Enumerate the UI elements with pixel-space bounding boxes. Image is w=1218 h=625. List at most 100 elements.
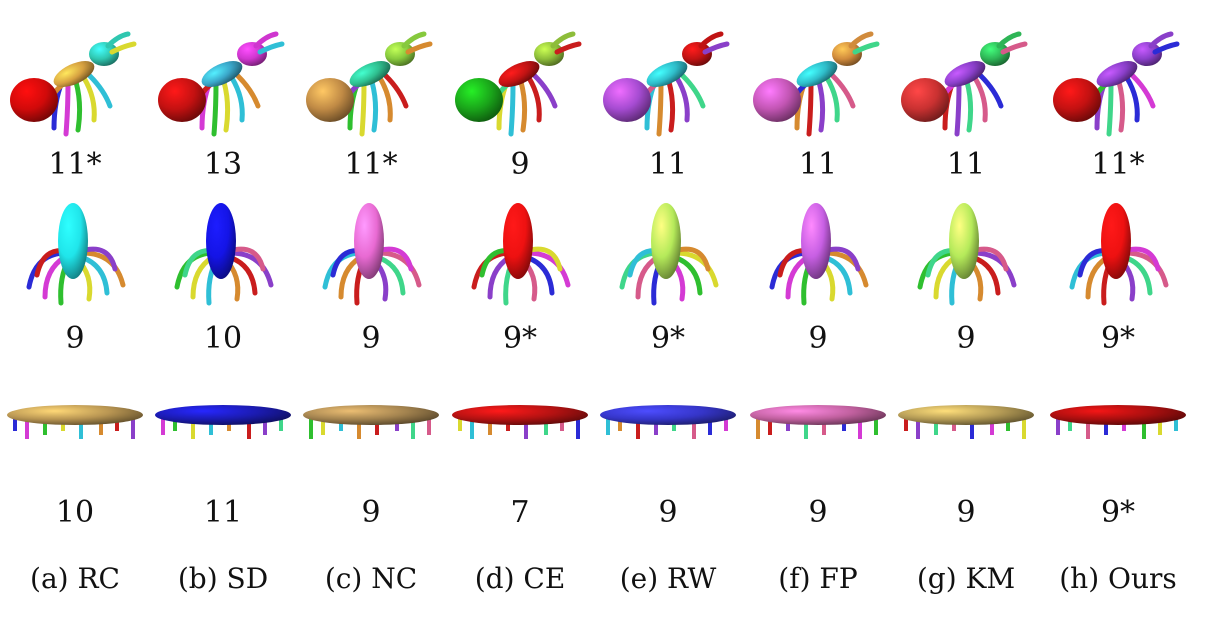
shape-thorax	[201, 61, 243, 87]
shape-leg	[666, 79, 676, 133]
shape-antenna	[253, 31, 279, 49]
shape-tabletop	[898, 405, 1034, 425]
shape-leg	[1106, 81, 1114, 137]
shape-head	[89, 42, 119, 66]
shape-leg	[173, 417, 177, 431]
shape-head	[980, 42, 1010, 66]
segment-count: 10	[203, 321, 243, 356]
shape-leg	[576, 417, 580, 439]
shape-head	[385, 42, 415, 66]
shape-leg	[544, 417, 548, 435]
shape-leg	[560, 417, 564, 431]
shape-thorax	[1096, 61, 1138, 87]
shape-abdomen	[753, 78, 801, 122]
shape-leg	[1068, 417, 1072, 431]
table-segmentation-image	[598, 395, 738, 445]
shape-tabletop	[452, 405, 588, 425]
shape-leg	[73, 79, 83, 133]
shape-leg	[191, 417, 195, 439]
shape-leg	[377, 75, 393, 123]
shape-leg	[488, 417, 492, 435]
ant-segmentation-image	[1053, 20, 1183, 140]
shape-leg	[1130, 73, 1156, 109]
shape-antenna	[105, 31, 131, 49]
column-caption: (h) Ours	[1059, 562, 1177, 595]
shape-antenna	[405, 41, 433, 55]
ant-segmentation-image	[306, 20, 436, 140]
segment-count: 9	[956, 495, 976, 530]
shape-tentacle	[525, 250, 571, 288]
segment-count: 9	[808, 495, 828, 530]
segment-count: 10	[55, 495, 95, 530]
shape-antenna	[996, 31, 1022, 49]
shape-tentacle	[823, 250, 869, 288]
shape-antenna	[1152, 41, 1180, 55]
shape-leg	[1086, 417, 1090, 439]
table-segmentation-image	[748, 395, 888, 445]
segment-count: 11*	[344, 147, 398, 182]
shape-leg	[822, 417, 826, 435]
shape-abdomen	[10, 78, 58, 122]
shape-antenna	[257, 41, 285, 55]
shape-abdomen	[306, 78, 354, 122]
shape-leg	[229, 75, 245, 123]
column-caption: (b) SD	[177, 562, 269, 595]
shape-leg	[375, 417, 379, 435]
column-caption: (a) RC	[30, 562, 120, 595]
shape-head	[682, 42, 712, 66]
shape-leg	[357, 417, 361, 439]
shape-antenna	[848, 31, 874, 49]
shape-leg	[383, 73, 409, 109]
shape-antenna	[1148, 31, 1174, 49]
shape-leg	[708, 417, 712, 435]
shape-leg	[13, 417, 17, 431]
shape-leg	[79, 417, 83, 439]
shape-leg	[211, 81, 219, 137]
shape-leg	[606, 417, 610, 435]
shape-leg	[954, 81, 962, 137]
shape-leg	[209, 417, 213, 435]
shape-leg	[970, 417, 974, 439]
octopus-segmentation-image	[460, 195, 580, 306]
shape-thorax	[53, 61, 95, 87]
octopus-segmentation-image	[1058, 195, 1178, 306]
column-caption: (f) FP	[778, 562, 858, 595]
shape-leg	[636, 417, 640, 439]
segment-count: 9	[658, 495, 678, 530]
shape-body	[206, 203, 236, 279]
shape-leg	[724, 417, 728, 431]
shape-body	[58, 203, 88, 279]
shape-leg	[804, 417, 808, 439]
shape-antenna	[702, 41, 730, 55]
shape-leg	[25, 417, 29, 439]
shape-thorax	[944, 61, 986, 87]
shape-abdomen	[455, 78, 503, 122]
shape-leg	[1056, 417, 1060, 435]
shape-body	[801, 203, 831, 279]
segment-count: 13	[203, 147, 243, 182]
shape-leg	[1158, 417, 1162, 435]
shape-leg	[427, 417, 431, 435]
shape-leg	[904, 417, 908, 431]
shape-tentacle	[971, 250, 1017, 288]
shape-leg	[279, 417, 283, 431]
shape-leg	[692, 417, 696, 439]
octopus-segmentation-image	[608, 195, 728, 306]
ant-segmentation-image	[901, 20, 1031, 140]
shape-leg	[508, 81, 516, 137]
shape-leg	[806, 81, 814, 137]
shape-tentacle	[376, 250, 422, 288]
shape-leg	[656, 81, 664, 137]
shape-leg	[654, 417, 658, 435]
segment-count: 9*	[1100, 495, 1136, 530]
shape-antenna	[698, 31, 724, 49]
shape-leg	[339, 417, 343, 431]
shape-antenna	[852, 41, 880, 55]
segment-count: 9*	[502, 321, 538, 356]
shape-head	[237, 42, 267, 66]
shape-leg	[934, 417, 938, 435]
shape-leg	[63, 81, 71, 137]
shape-leg	[768, 417, 772, 435]
table-segmentation-image	[301, 395, 441, 445]
